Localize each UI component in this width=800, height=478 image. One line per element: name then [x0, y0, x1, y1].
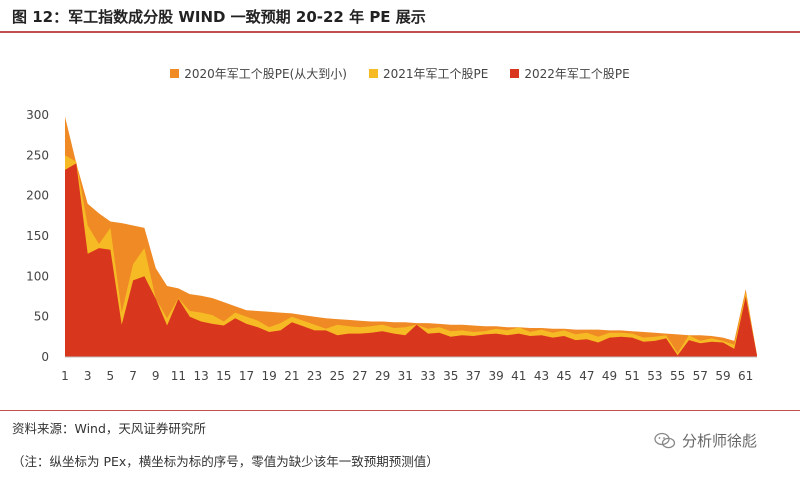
x-tick-label: 23: [307, 369, 322, 383]
source-note: 资料来源：Wind，天风证券研究所: [12, 421, 206, 436]
x-tick-label: 25: [330, 369, 345, 383]
x-tick-label: 7: [129, 369, 137, 383]
x-tick-label: 21: [284, 369, 299, 383]
x-tick-label: 17: [239, 369, 254, 383]
x-tick-label: 27: [352, 369, 367, 383]
x-tick-label: 61: [738, 369, 753, 383]
x-tick-label: 55: [670, 369, 685, 383]
series-area-3: [65, 163, 757, 357]
legend-item-2021: 2021年军工个股PE: [369, 65, 488, 82]
x-tick-label: 45: [557, 369, 572, 383]
x-tick-label: 35: [443, 369, 458, 383]
legend-swatch-2021: [369, 69, 378, 78]
watermark: 分析师徐彪: [654, 430, 757, 451]
legend-label-2022: 2022年军工个股PE: [524, 67, 630, 81]
x-tick-label: 29: [375, 369, 390, 383]
y-tick-label: 100: [26, 269, 49, 283]
x-tick-label: 3: [84, 369, 92, 383]
y-tick-label: 300: [26, 108, 49, 122]
x-tick-label: 59: [715, 369, 730, 383]
x-tick-label: 15: [216, 369, 231, 383]
y-tick-label: 0: [41, 350, 49, 364]
x-tick-label: 19: [262, 369, 277, 383]
wechat-icon: [654, 432, 676, 448]
x-tick-label: 33: [420, 369, 435, 383]
x-tick-label: 9: [152, 369, 160, 383]
x-tick-label: 39: [488, 369, 503, 383]
legend-label-2020: 2020年军工个股PE(从大到小): [184, 67, 347, 81]
x-tick-label: 13: [193, 369, 208, 383]
legend-swatch-2022: [510, 69, 520, 78]
footer-divider: [0, 410, 800, 411]
x-tick-label: 1: [61, 369, 69, 383]
x-tick-label: 51: [625, 369, 640, 383]
x-tick-label: 11: [171, 369, 186, 383]
chart-legend: 2020年军工个股PE(从大到小) 2021年军工个股PE 2022年军工个股P…: [0, 65, 800, 82]
x-tick-label: 43: [534, 369, 549, 383]
x-tick-label: 5: [107, 369, 115, 383]
y-tick-label: 200: [26, 189, 49, 203]
x-tick-label: 57: [693, 369, 708, 383]
chart-footnote: （注：纵坐标为 PEx，横坐标为标的序号，零值为缺少该年一致预期预测值）: [12, 454, 439, 469]
y-tick-label: 150: [26, 229, 49, 243]
legend-label-2021: 2021年军工个股PE: [383, 67, 489, 81]
y-tick-label: 50: [34, 310, 49, 324]
title-divider: [0, 31, 800, 33]
legend-swatch-2020: [170, 69, 180, 78]
x-tick-label: 53: [647, 369, 662, 383]
x-tick-label: 49: [602, 369, 617, 383]
x-tick-label: 37: [466, 369, 481, 383]
x-tick-label: 31: [398, 369, 413, 383]
legend-item-2020: 2020年军工个股PE(从大到小): [170, 65, 347, 82]
page-title: 图 12：军工指数成分股 WIND 一致预期 20-22 年 PE 展示: [12, 8, 426, 26]
legend-item-2022: 2022年军工个股PE: [510, 65, 630, 82]
watermark-text: 分析师徐彪: [682, 432, 758, 450]
x-tick-label: 41: [511, 369, 526, 383]
x-tick-label: 47: [579, 369, 594, 383]
y-tick-label: 250: [26, 148, 49, 162]
